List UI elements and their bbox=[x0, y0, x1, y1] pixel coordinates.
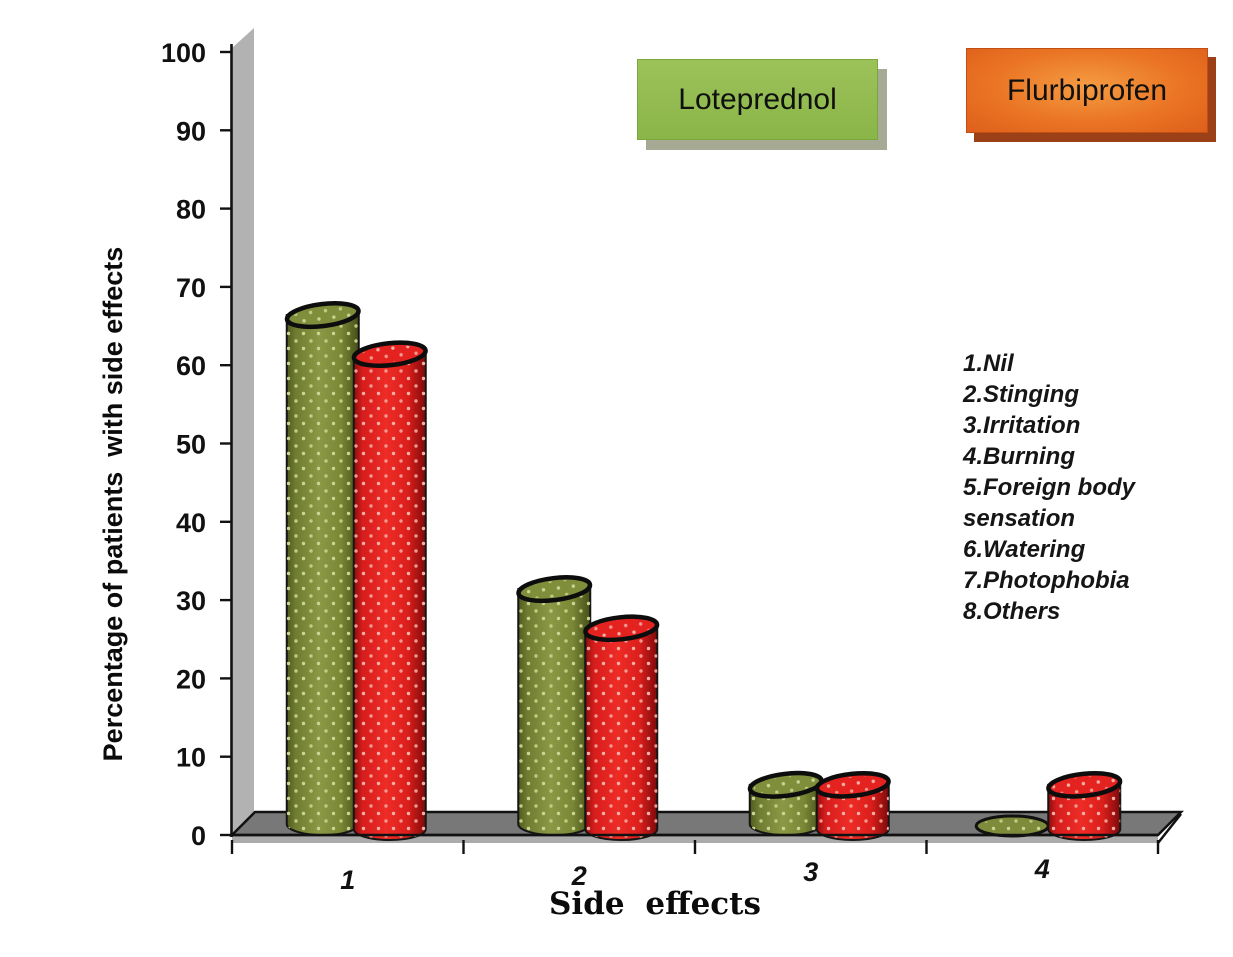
legend-loteprednol: Loteprednol bbox=[637, 59, 878, 140]
side-effects-key: 1.Nil 2.Stinging 3.Irritation 4.Burning 5.Fo… bbox=[963, 348, 1179, 627]
x-category-label: 2 bbox=[571, 861, 587, 891]
legend-flurbiprofen-label: Flurbiprofen bbox=[1006, 73, 1168, 107]
side-effect-key-item: 4.Burning bbox=[963, 443, 1075, 470]
side-effect-key-item: 2.Stinging bbox=[963, 381, 1079, 408]
side-effect-key-item: 1.Nil bbox=[963, 350, 1014, 377]
y-tick-label: 70 bbox=[176, 273, 206, 303]
side-effect-key-item: 7.Photophobia bbox=[963, 567, 1130, 594]
axis-wall-3d bbox=[232, 28, 254, 835]
y-axis-ticks: 0 10 20 30 40 50 60 70 80 90 100 bbox=[161, 38, 232, 851]
y-tick-label: 40 bbox=[176, 508, 206, 538]
x-category-label: 3 bbox=[803, 857, 818, 887]
legend-flurbiprofen: Flurbiprofen bbox=[966, 48, 1208, 133]
y-axis-title: Percentage of patients with side effects bbox=[98, 246, 128, 762]
y-tick-label: 30 bbox=[176, 586, 206, 616]
bar-loteprednol-2 bbox=[516, 575, 593, 836]
legend-loteprednol-label: Loteprednol bbox=[678, 82, 837, 116]
bar-flurbiprofen-2 bbox=[583, 614, 660, 841]
y-tick-label: 60 bbox=[176, 351, 206, 381]
bar-flurbiprofen-3 bbox=[814, 771, 891, 841]
bar-flurbiprofen-4 bbox=[1046, 771, 1123, 841]
x-axis-ticks bbox=[230, 840, 1160, 854]
y-tick-label: 20 bbox=[176, 664, 206, 694]
x-axis-category-labels: 1 2 3 4 bbox=[340, 854, 1050, 895]
y-tick-label: 50 bbox=[176, 430, 206, 460]
side-effect-key-item: 3.Irritation bbox=[963, 412, 1081, 439]
x-axis-title: Side effects bbox=[549, 886, 761, 922]
floor-right-edge bbox=[1157, 813, 1182, 844]
side-effect-key-item: 6.Watering bbox=[963, 536, 1086, 563]
x-category-label: 4 bbox=[1034, 854, 1050, 884]
bar-flurbiprofen-1 bbox=[351, 340, 428, 841]
y-tick-label: 100 bbox=[161, 38, 206, 68]
side-effect-key-item: 8.Others bbox=[963, 598, 1061, 625]
x-category-label: 1 bbox=[340, 865, 355, 895]
y-tick-label: 0 bbox=[191, 821, 206, 851]
y-tick-label: 90 bbox=[176, 116, 206, 146]
y-tick-label: 10 bbox=[176, 743, 206, 773]
bar-loteprednol-1 bbox=[284, 301, 361, 836]
bar-loteprednol-4 bbox=[974, 814, 1050, 838]
y-tick-label: 80 bbox=[176, 195, 206, 225]
bar-loteprednol-3 bbox=[747, 770, 824, 836]
side-effect-key-item: 5.Foreign body sensation bbox=[963, 474, 1136, 532]
